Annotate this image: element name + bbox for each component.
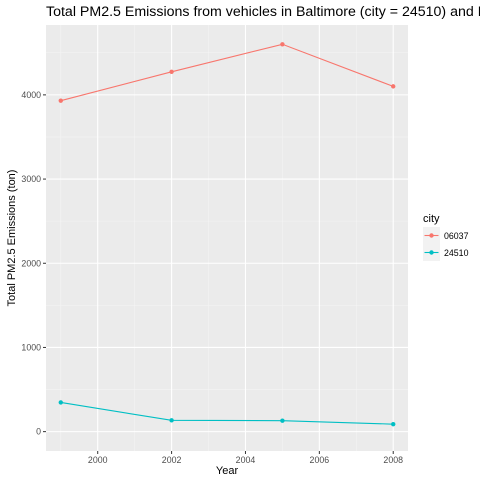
plot-panel xyxy=(46,25,408,451)
x-tick-label: 2008 xyxy=(383,455,403,465)
x-tick-label: 2006 xyxy=(310,455,330,465)
x-tick-label: 2000 xyxy=(88,455,108,465)
data-point-24510 xyxy=(58,400,63,405)
y-axis-title: Total PM2.5 Emissions (ton) xyxy=(6,170,18,307)
grid-minor xyxy=(46,25,408,451)
grid-major xyxy=(46,25,408,451)
legend-title: city xyxy=(423,213,440,225)
data-point-24510 xyxy=(169,418,174,423)
x-axis-title: Year xyxy=(216,465,239,477)
series-line-06037 xyxy=(60,43,394,102)
data-point-06037 xyxy=(169,69,174,75)
data-point-24510 xyxy=(391,421,396,427)
legend-key-point-06037 xyxy=(429,233,434,238)
x-axis: 2000 2002 2004 2006 2008 xyxy=(88,451,403,465)
y-tick-label: 1000 xyxy=(21,342,41,352)
data-point-06037 xyxy=(391,84,396,89)
y-tick-label: 2000 xyxy=(21,258,41,268)
data-point-24510 xyxy=(280,418,285,423)
legend-label-06037: 06037 xyxy=(444,231,469,241)
plot-title: Total PM2.5 Emissions from vehicles in B… xyxy=(46,4,480,20)
series-line-24510 xyxy=(60,401,394,425)
x-tick-label: 2002 xyxy=(162,455,182,465)
y-tick-label: 4000 xyxy=(21,90,41,100)
legend-key-point-24510 xyxy=(429,250,434,255)
data-point-06037 xyxy=(280,42,285,47)
legend-keys: 06037 24510 xyxy=(423,227,469,261)
y-axis: 0 1000 2000 3000 4000 xyxy=(21,90,46,437)
legend: city 06037 24510 xyxy=(423,213,469,261)
series-layer xyxy=(58,42,396,427)
x-tick-label: 2004 xyxy=(236,455,256,465)
y-tick-label: 0 xyxy=(36,427,41,437)
legend-label-24510: 24510 xyxy=(444,248,469,258)
y-tick-label: 3000 xyxy=(21,174,41,184)
data-point-06037 xyxy=(58,98,63,103)
chart-title: Total PM2.5 Emissions from vehicles in B… xyxy=(46,4,480,20)
